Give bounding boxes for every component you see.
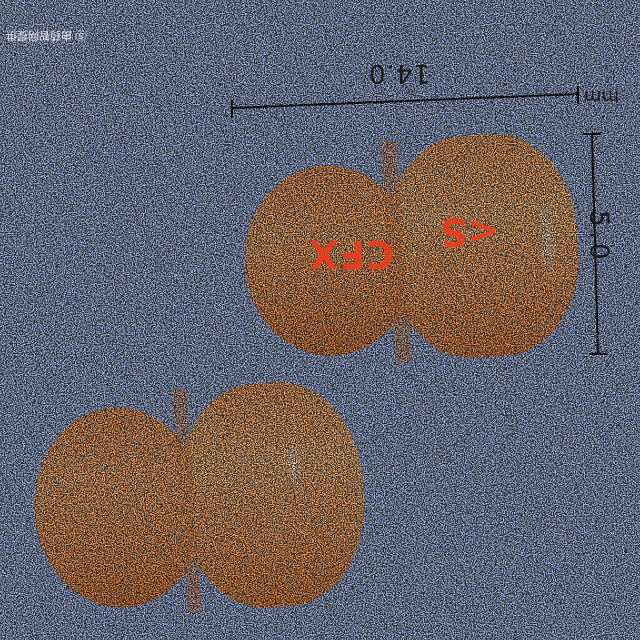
imprint-text: CFX bbox=[308, 232, 395, 276]
width-measurement: 5.0 bbox=[583, 210, 614, 264]
watermark: Ⓢ 由药智网提供 bbox=[6, 29, 87, 42]
imprint-logo: <S bbox=[440, 210, 500, 254]
unit-label: mm bbox=[584, 86, 620, 107]
length-measurement: 14.0 bbox=[368, 58, 430, 88]
